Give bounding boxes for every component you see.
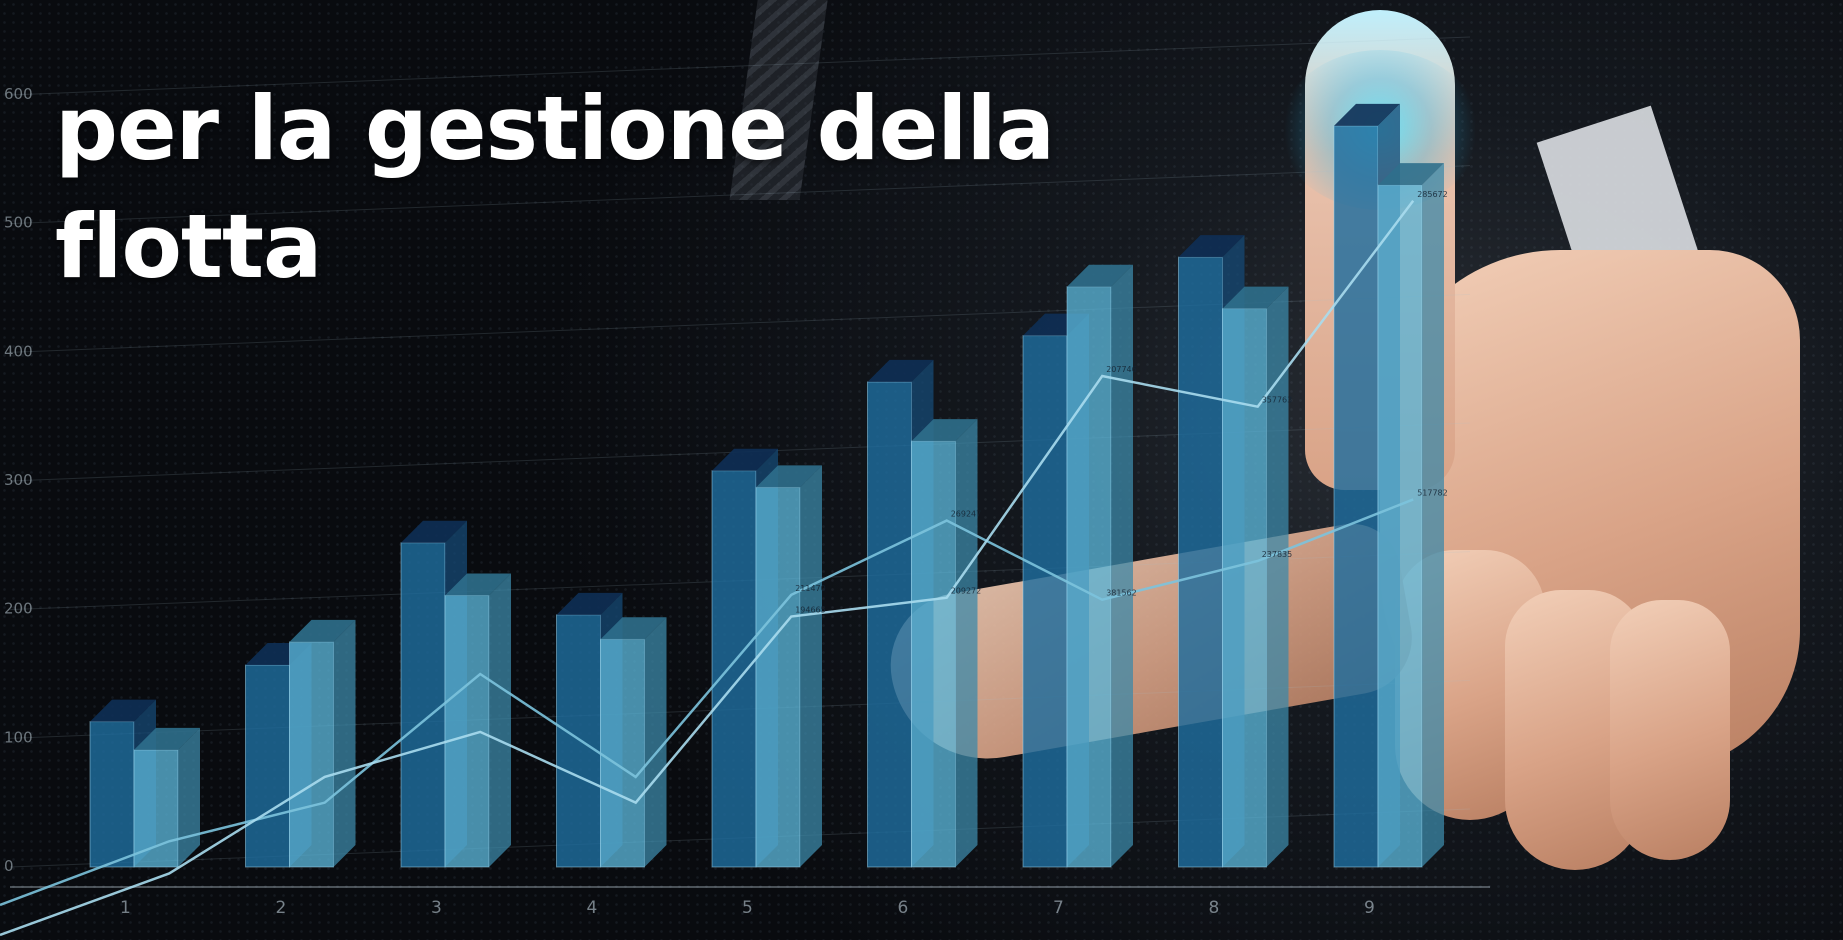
bar-side <box>644 617 667 867</box>
bar-side <box>489 573 511 867</box>
bar-front <box>556 614 601 868</box>
bar-side <box>1266 286 1289 867</box>
x-tick-label: 4 <box>587 898 598 918</box>
bar-front <box>755 486 801 868</box>
bar-front <box>133 749 179 868</box>
line-series <box>0 200 1415 937</box>
bar-front <box>911 440 956 868</box>
bar-side <box>800 465 822 867</box>
bar-front <box>1333 125 1379 868</box>
y-tick-label: 300 <box>4 471 33 489</box>
bar-series <box>89 103 1444 868</box>
x-tick-label: 7 <box>1053 898 1064 918</box>
bar-front <box>600 638 645 868</box>
point-label: 285672 <box>1417 190 1448 199</box>
x-tick-label: 8 <box>1209 898 1220 918</box>
bar-side <box>1422 163 1444 868</box>
point-label: 381562 <box>1106 589 1137 598</box>
point-label: 211470 <box>795 584 826 593</box>
y-tick-label: 400 <box>4 342 33 360</box>
y-tick-label: 0 <box>4 857 14 875</box>
series-line <box>0 200 1415 937</box>
y-tick-label: 200 <box>4 600 33 618</box>
bar-front <box>245 664 290 868</box>
x-tick-label: 3 <box>431 898 442 918</box>
bar <box>1377 163 1444 868</box>
bar-front <box>711 470 757 868</box>
y-tick-label: 100 <box>4 728 33 746</box>
bar <box>133 727 200 868</box>
little-finger <box>1610 600 1730 860</box>
point-labels: 211470 194665 269247 209272 381562 207746 2378… <box>795 190 1448 615</box>
bar-side <box>955 419 978 867</box>
point-label: 194665 <box>795 606 826 615</box>
bar <box>1222 286 1289 868</box>
bar <box>444 573 511 868</box>
bar-front <box>867 381 912 868</box>
x-tick-label: 2 <box>276 898 287 918</box>
point-label: 209272 <box>951 587 982 596</box>
bar-front <box>1222 308 1267 868</box>
bar-side <box>333 619 356 867</box>
bar-front <box>1066 286 1112 868</box>
bar <box>600 617 667 868</box>
bar-front <box>400 542 446 868</box>
x-tick-label: 5 <box>742 898 753 918</box>
point-label: 207746 <box>1106 365 1137 374</box>
headline: per la gestione della flotta <box>55 70 1055 306</box>
bar <box>755 465 822 868</box>
bar-front <box>1022 335 1068 868</box>
series-line <box>0 498 1414 907</box>
bar-front <box>444 595 490 868</box>
bar <box>911 419 978 868</box>
y-axis-ticks: 0 100 200 300 400 500 600 <box>4 85 33 875</box>
bar <box>289 619 356 868</box>
x-tick-label: 6 <box>898 898 909 918</box>
grid-line <box>9 165 1471 225</box>
headline-line-1: per la gestione della <box>55 77 1055 180</box>
headline-line-2: flotta <box>55 195 322 298</box>
bar-front <box>1178 256 1223 868</box>
point-label: 269247 <box>951 510 982 519</box>
x-axis-labels: 1 2 3 4 5 6 7 8 9 <box>120 898 1375 918</box>
point-label: 357763 <box>1262 396 1293 405</box>
x-tick-label: 1 <box>120 898 131 918</box>
bar-side <box>1111 264 1133 867</box>
y-tick-label: 500 <box>4 214 33 232</box>
y-tick-label: 600 <box>4 85 33 103</box>
bar-front <box>89 721 135 868</box>
bar-side <box>178 727 200 867</box>
grid-line <box>9 36 1471 96</box>
bar-front <box>289 641 334 868</box>
point-label: 237835 <box>1262 550 1293 559</box>
x-tick-label: 9 <box>1364 898 1375 918</box>
bar-front <box>1377 184 1423 868</box>
bar <box>1066 264 1133 868</box>
point-label: 517782 <box>1417 488 1448 497</box>
